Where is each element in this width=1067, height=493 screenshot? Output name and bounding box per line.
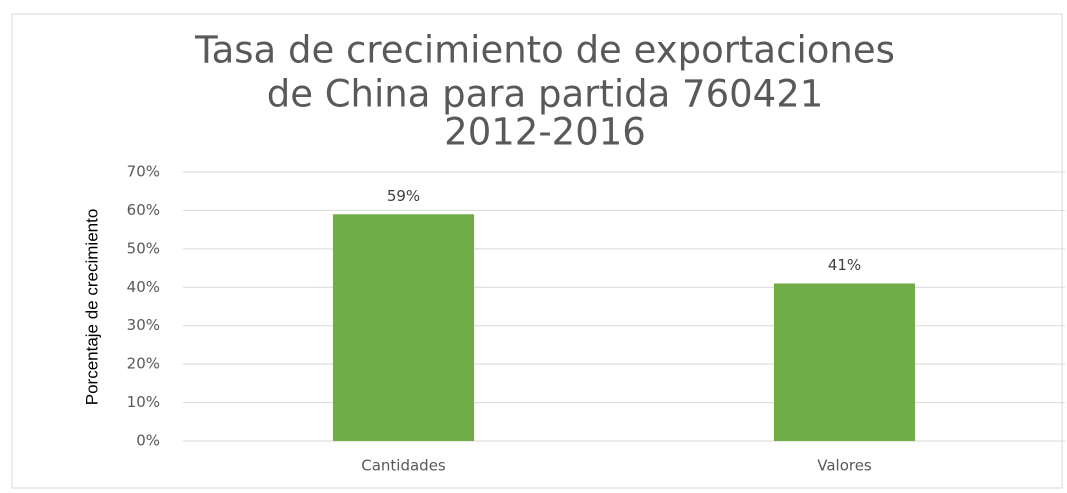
bar <box>332 214 475 441</box>
y-tick-label: 70% <box>127 163 160 181</box>
data-label: 41% <box>828 256 861 274</box>
y-tick-label: 0% <box>136 432 160 450</box>
bar <box>773 283 916 441</box>
y-tick-label: 40% <box>127 278 160 296</box>
x-tick-label: Valores <box>817 457 872 475</box>
chart-title: 2012-2016 <box>444 111 646 154</box>
y-tick-label: 30% <box>127 316 160 334</box>
y-tick-label: 60% <box>127 201 160 219</box>
x-tick-label: Cantidades <box>361 457 446 475</box>
y-tick-label: 10% <box>127 393 160 411</box>
y-tick-label: 20% <box>127 355 160 373</box>
y-axis-label: Porcentaje de crecimiento <box>82 209 101 406</box>
y-tick-label: 50% <box>127 239 160 257</box>
chart-title: de China para partida 760421 <box>267 73 824 116</box>
data-label: 59% <box>387 187 420 205</box>
chart-title: Tasa de crecimiento de exportaciones <box>194 29 895 72</box>
